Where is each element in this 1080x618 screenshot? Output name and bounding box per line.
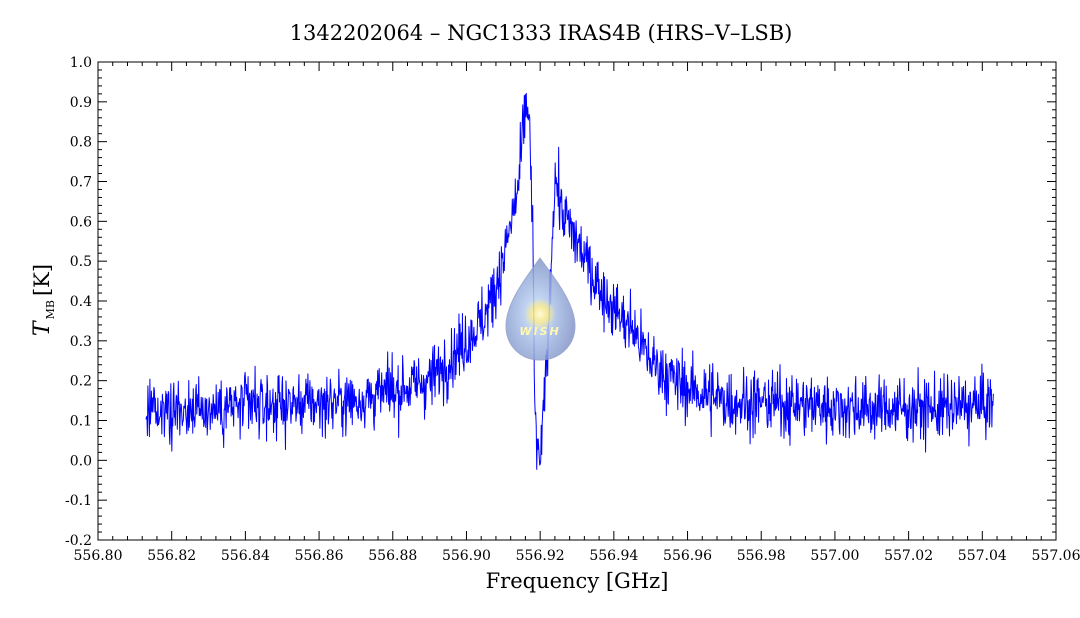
y-axis-label-subscript: MB xyxy=(44,300,57,319)
y-tick-label: -0.2 xyxy=(65,533,92,549)
x-tick-label: 556.98 xyxy=(737,548,786,564)
x-tick-label: 556.82 xyxy=(147,548,196,564)
y-axis-tick-labels: -0.2 -0.1 0.0 0.1 0.2 0.3 0.4 0.5 0.6 0.7 0.8 0.9 1.… xyxy=(65,55,92,549)
x-tick-label: 557.02 xyxy=(884,548,933,564)
x-tick-label: 556.80 xyxy=(74,548,123,564)
x-tick-label: 556.90 xyxy=(442,548,491,564)
x-axis-tick-labels: 556.80 556.82 556.84 556.86 556.88 556.90 556.… xyxy=(74,548,1080,564)
y-tick-label: 0.3 xyxy=(70,334,92,350)
y-axis-label-unit: [K] xyxy=(30,264,54,296)
x-tick-label: 557.04 xyxy=(958,548,1007,564)
y-tick-label: 0.5 xyxy=(70,254,92,270)
x-tick-label: 556.88 xyxy=(368,548,417,564)
y-tick-label: 0.1 xyxy=(70,414,92,430)
spectrum-line xyxy=(145,92,994,470)
y-axis-label-symbol: T xyxy=(30,319,55,336)
star-glow-icon xyxy=(524,298,556,330)
x-axis-ticks xyxy=(97,62,1057,540)
y-tick-label: 1.0 xyxy=(70,55,92,71)
wish-logo-watermark: WISH xyxy=(505,257,576,361)
chart-title: 1342202064 – NGC1333 IRAS4B (HRS–V–LSB) xyxy=(290,21,793,45)
y-tick-label: 0.4 xyxy=(70,294,92,310)
y-tick-label: 0.6 xyxy=(70,214,92,230)
x-tick-label: 556.86 xyxy=(295,548,344,564)
x-tick-label: 557.06 xyxy=(1032,548,1080,564)
y-tick-label: 0.8 xyxy=(70,135,92,151)
svg-text:TMB[K]: TMB [K] xyxy=(30,264,57,336)
plot-frame xyxy=(97,61,1057,541)
x-tick-label: 557.00 xyxy=(810,548,859,564)
y-axis-ticks xyxy=(98,61,1056,541)
x-axis-label: Frequency [GHz] xyxy=(486,569,669,593)
y-tick-label: 0.0 xyxy=(70,453,92,469)
y-tick-label: 0.2 xyxy=(70,374,92,390)
x-tick-label: 556.94 xyxy=(589,548,638,564)
y-tick-label: 0.9 xyxy=(70,95,92,111)
watermark-text: WISH xyxy=(519,325,560,338)
y-axis-label: TMB [K] xyxy=(30,264,57,336)
y-tick-label: -0.1 xyxy=(65,493,92,509)
y-tick-label: 0.7 xyxy=(70,175,92,191)
x-tick-label: 556.96 xyxy=(663,548,712,564)
x-tick-label: 556.92 xyxy=(516,548,565,564)
x-tick-label: 556.84 xyxy=(221,548,270,564)
